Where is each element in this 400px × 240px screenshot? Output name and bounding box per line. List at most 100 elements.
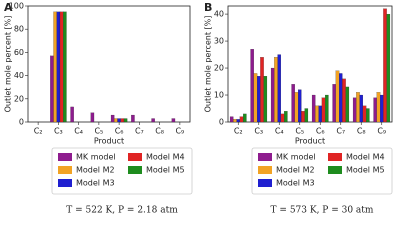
bar [352,97,357,123]
bar [304,108,309,123]
y-tick-label: 100 [9,2,24,11]
legend-swatch [258,153,272,161]
bar [63,11,67,123]
bar [335,70,340,123]
bar [253,73,258,123]
x-tick-label: C₅ [94,127,103,136]
bar [277,54,281,123]
bar [274,57,278,123]
legend-label: Model M5 [146,166,185,175]
legend-label: Model M4 [346,153,385,162]
bar [236,119,240,123]
x-tick-label: C₉ [377,127,386,136]
y-tick-label: 0 [19,118,24,127]
bar [383,8,387,123]
x-tick-label: C₂ [34,127,43,136]
legend-swatch [58,166,72,174]
legend-swatch [258,179,272,187]
legend-label: Model M2 [76,166,115,175]
bar [260,57,264,123]
bar [284,111,288,123]
bar [131,114,135,123]
bar [345,86,350,123]
x-tick-label: C₆ [316,127,325,136]
legend-swatch [328,153,342,161]
legend-swatch [58,153,72,161]
bar [239,116,244,123]
legend-box [251,147,393,195]
bar [315,105,319,123]
x-tick-label: C₂ [234,127,243,136]
bar [366,108,370,123]
legend-swatch [128,153,142,161]
bar [123,118,128,123]
bar [120,118,125,123]
y-tick-label: 80 [14,25,24,34]
legend-label: Model M3 [76,179,115,188]
legend-box [51,147,193,195]
bar [56,11,61,123]
bar [114,118,118,123]
bar [386,13,391,123]
bar [318,105,322,123]
y-tick-label: 20 [214,64,224,73]
panel-label: A [4,1,13,14]
bar [257,76,261,123]
x-axis-label: Product [94,137,124,146]
bar [325,94,329,123]
bar [311,94,316,123]
y-axis-label: Outlet mole percent [%] [4,16,13,113]
bar [294,92,299,123]
y-axis-label: Outlet mole percent [%] [204,16,213,113]
x-tick-label: C₇ [135,127,144,136]
x-tick-label: C₃ [54,127,63,136]
legend-swatch [328,166,342,174]
bar [50,55,54,123]
bar [298,89,302,123]
x-tick-label: C₄ [74,127,83,136]
plot-frame [227,5,393,123]
legend-label: Model M4 [146,153,185,162]
bar [362,105,367,123]
y-tick-label: 40 [14,71,24,80]
x-tick-label: C₇ [336,127,345,136]
x-tick-label: C₈ [155,127,164,136]
y-tick-label: 20 [14,94,24,103]
bar [117,118,121,123]
bar [332,84,336,123]
bar [90,112,95,123]
x-tick-label: C₄ [275,127,284,136]
legend-label: MK model [76,153,116,162]
x-tick-label: C₆ [115,127,124,136]
bar [280,113,285,123]
bar [263,76,268,123]
bar [339,73,343,123]
bar [380,94,384,123]
legend-swatch [128,166,142,174]
bar [110,114,115,123]
legend-label: Model M3 [276,179,315,188]
bar [59,11,64,123]
plot-frame [27,5,191,123]
bar [229,116,234,123]
y-tick-label: 60 [14,48,24,57]
legend-label: Model M5 [346,166,385,175]
bar [243,113,247,123]
bar [356,92,360,123]
bar [270,67,275,123]
x-axis-label: Product [295,137,325,146]
legend-swatch [258,166,272,174]
caption: T = 522 K, P = 2.18 atm [66,206,178,216]
legend-label: MK model [276,153,316,162]
bar [373,97,377,123]
bar [321,97,326,123]
y-tick-label: 0 [219,118,224,127]
bar [53,11,57,123]
bar [291,84,295,123]
caption: T = 573 K, P = 30 atm [271,206,374,216]
y-tick-label: 40 [214,10,224,19]
y-tick-label: 30 [214,37,224,46]
bar [70,106,74,123]
y-tick-label: 10 [214,91,224,100]
